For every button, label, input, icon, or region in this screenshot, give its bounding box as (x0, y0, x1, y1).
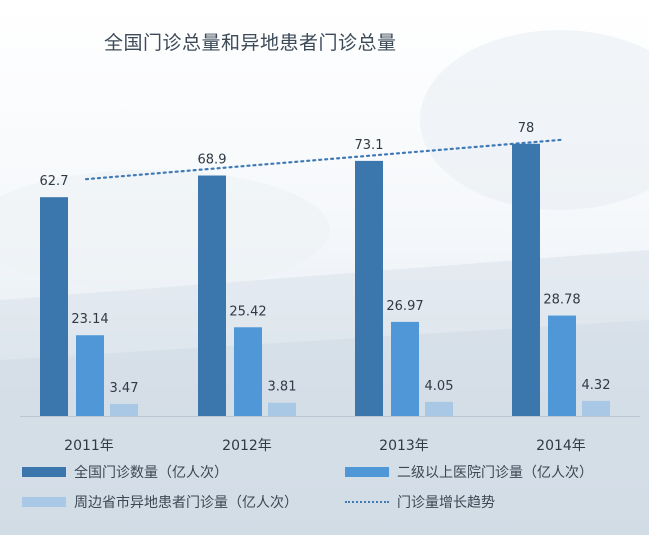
bar-secondary-0 (76, 335, 104, 416)
chart-title: 全国门诊总量和异地患者门诊总量 (104, 32, 397, 54)
legend-label: 全国门诊数量（亿人次） (74, 465, 228, 481)
legend-swatch (22, 467, 66, 477)
legend-item-secondary-hospitals: 二级以上医院门诊量（亿人次） (345, 462, 593, 482)
bar-secondary-1 (234, 327, 262, 416)
data-label: 78 (518, 121, 535, 136)
bar-secondary-3 (548, 315, 576, 416)
bar-remote-3 (582, 400, 610, 416)
legend-label: 周边省市异地患者门诊量（亿人次） (74, 495, 298, 511)
data-label: 28.78 (543, 293, 580, 308)
legend-swatch (22, 497, 66, 507)
data-label: 3.47 (110, 381, 139, 396)
data-label: 25.42 (229, 304, 266, 319)
x-tick-label: 2013年 (379, 438, 429, 454)
x-tick-label: 2011年 (64, 438, 114, 454)
data-label: 4.05 (425, 379, 454, 394)
legend-item-national: 全国门诊数量（亿人次） (22, 462, 228, 482)
data-label: 3.81 (268, 380, 297, 395)
legend-swatch (345, 467, 389, 477)
x-tick-label: 2012年 (222, 438, 272, 454)
bar-national-0 (40, 197, 68, 416)
legend-trend-swatch (345, 501, 389, 503)
bar-remote-1 (268, 402, 296, 416)
bar-remote-0 (110, 403, 138, 416)
data-label: 23.14 (71, 312, 108, 327)
data-label: 4.32 (582, 378, 611, 393)
legend-label: 二级以上医院门诊量（亿人次） (397, 465, 593, 481)
data-label: 26.97 (386, 299, 423, 314)
data-label: 62.7 (40, 174, 69, 189)
bar-remote-2 (425, 401, 453, 416)
x-tick-label: 2014年 (536, 438, 586, 454)
bar-national-3 (512, 143, 540, 416)
legend-item-trend: 门诊量增长趋势 (345, 492, 495, 512)
trend-line (84, 138, 564, 181)
data-label: 68.9 (198, 153, 227, 168)
bar-secondary-2 (391, 321, 419, 416)
legend-label: 门诊量增长趋势 (397, 495, 495, 511)
bar-national-1 (198, 175, 226, 416)
legend-item-remote-patients: 周边省市异地患者门诊量（亿人次） (22, 492, 298, 512)
data-label: 73.1 (355, 138, 384, 153)
bar-national-2 (355, 160, 383, 416)
